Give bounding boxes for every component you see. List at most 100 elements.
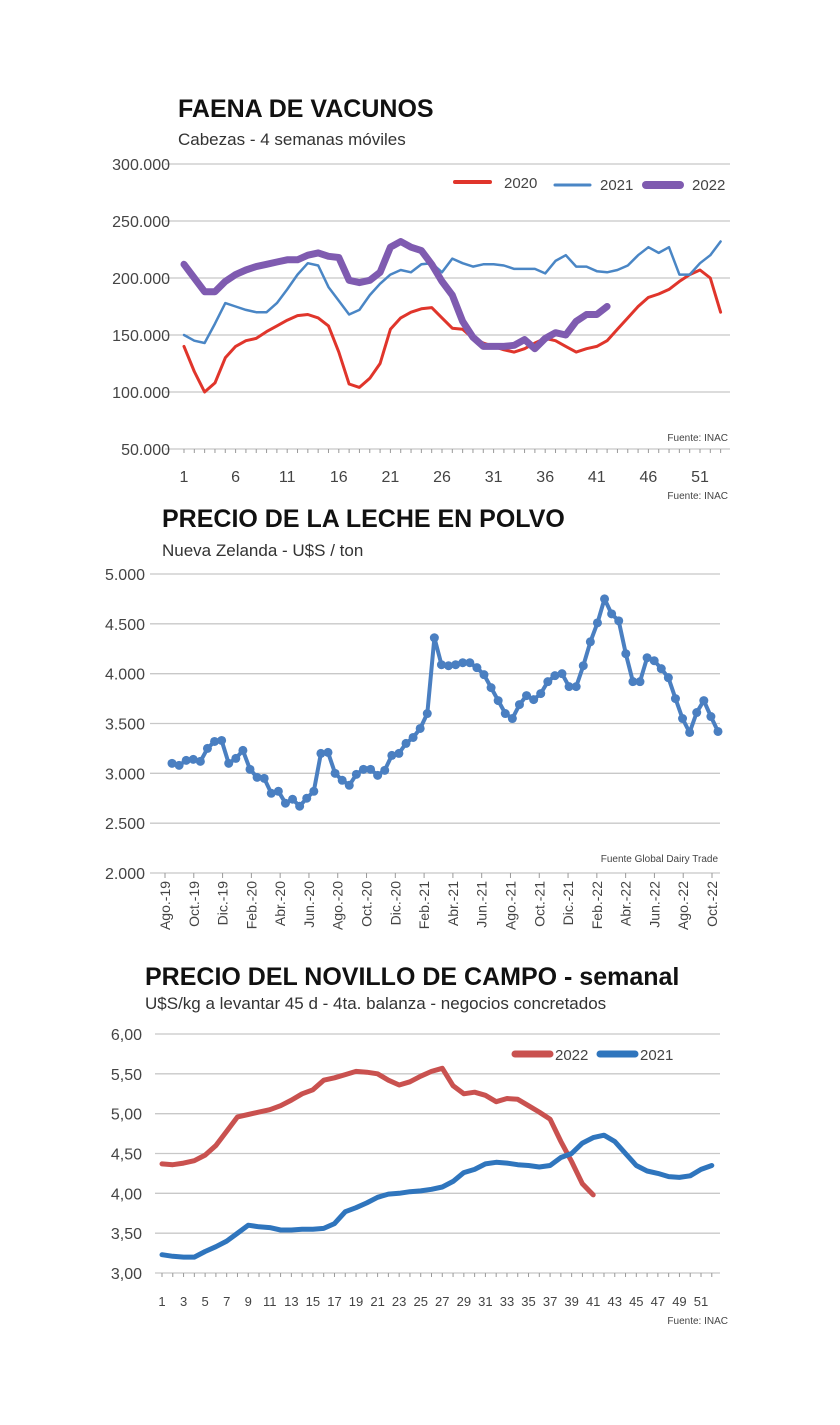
x-tick-label: 27 (435, 1294, 449, 1309)
x-tick-label: 3 (180, 1294, 187, 1309)
series-line-2021 (159, 1132, 715, 1260)
x-tick-label: Ago.-22 (675, 881, 691, 930)
data-point (472, 663, 482, 673)
x-tick-label: 11 (279, 469, 296, 486)
x-tick-label: 17 (327, 1294, 341, 1309)
x-tick-label: Jun.-22 (646, 881, 662, 928)
data-point (571, 682, 581, 692)
y-tick-label: 4.500 (105, 617, 145, 634)
y-tick-label: 5,50 (111, 1067, 142, 1084)
source-note: Fuente: INAC (667, 1316, 728, 1327)
x-tick-label: 5 (202, 1294, 209, 1309)
data-point (337, 775, 347, 785)
x-tick-label: 33 (500, 1294, 514, 1309)
data-point (245, 764, 255, 774)
data-point (195, 756, 205, 766)
data-point (592, 618, 602, 628)
data-point (344, 780, 354, 790)
x-tick-label: Jun.-20 (301, 881, 317, 928)
x-tick-label: Abr.-21 (445, 881, 461, 926)
data-point (351, 769, 361, 779)
chart-faena: FAENA DE VACUNOS Cabezas - 4 semanas móv… (112, 95, 730, 502)
data-point (529, 695, 539, 705)
x-tick-label: Oct.-20 (359, 881, 375, 927)
x-tick-label: Ago.-19 (157, 881, 173, 930)
source-note: Fuente: INAC (667, 491, 728, 502)
series-line-2021 (182, 240, 722, 345)
y-tick-label: 100.000 (112, 385, 170, 402)
x-tick-label: 1 (180, 469, 189, 486)
data-point (614, 616, 624, 626)
y-tick-label: 3.000 (105, 766, 145, 783)
data-point (493, 696, 503, 706)
data-point (621, 649, 631, 659)
data-point (699, 696, 709, 706)
legend: 2022 2021 (511, 1047, 673, 1064)
x-tick-label: 41 (588, 469, 606, 486)
data-point (429, 633, 439, 643)
data-point (394, 748, 404, 758)
y-tick-label: 5.000 (105, 567, 145, 584)
x-tick-label: 21 (370, 1294, 384, 1309)
x-tick-label: 7 (223, 1294, 230, 1309)
x-tick-label: 31 (478, 1294, 492, 1309)
data-point (415, 723, 425, 733)
data-point (288, 794, 298, 804)
data-point (663, 673, 673, 683)
x-tick-label: Dic.-20 (387, 881, 403, 926)
data-point (578, 661, 588, 671)
y-tick-label: 3,00 (111, 1266, 142, 1283)
legend-label: 2021 (640, 1047, 673, 1064)
x-tick-label: 35 (521, 1294, 535, 1309)
data-point (188, 754, 198, 764)
data-point (692, 708, 702, 718)
y-tick-label: 4.000 (105, 667, 145, 684)
data-point (210, 736, 220, 746)
data-point (373, 770, 383, 780)
x-tick-label: Jun.-21 (474, 881, 490, 928)
data-point (252, 772, 262, 782)
chart-novillo: PRECIO DEL NOVILLO DE CAMPO - semanal U$… (111, 963, 728, 1327)
chart-title: FAENA DE VACUNOS (178, 95, 434, 123)
x-tick-label: Oct.-21 (531, 881, 547, 927)
x-tick-label: Oct.-19 (186, 881, 202, 927)
data-point (678, 714, 688, 724)
data-point (231, 753, 241, 763)
data-point (486, 683, 496, 693)
y-tick-label: 2.000 (105, 866, 145, 883)
data-point (514, 700, 524, 710)
x-tick-label: Abr.-22 (618, 881, 634, 926)
chart-subtitle: U$S/kg a levantar 45 d - 4ta. balanza - … (145, 994, 606, 1013)
x-tick-label: 46 (640, 469, 658, 486)
data-point (706, 712, 716, 722)
source-note: Fuente: INAC (667, 433, 728, 444)
x-tick-label: Oct.-22 (704, 881, 720, 927)
x-tick-label: 21 (382, 469, 400, 486)
chart-subtitle: Cabezas - 4 semanas móviles (178, 130, 406, 149)
x-tick-label: 39 (564, 1294, 578, 1309)
data-point (174, 760, 184, 770)
x-tick-label: 51 (694, 1294, 708, 1309)
x-tick-label: 37 (543, 1294, 557, 1309)
data-point (436, 660, 446, 670)
x-tick-label: Dic.-21 (560, 881, 576, 926)
y-tick-label: 5,00 (111, 1107, 142, 1124)
data-point (585, 637, 595, 647)
data-point (224, 758, 234, 768)
data-point (536, 689, 546, 699)
data-point (656, 664, 666, 674)
y-tick-label: 6,00 (111, 1027, 142, 1044)
data-point (642, 653, 652, 663)
y-tick-label: 2.500 (105, 816, 145, 833)
x-tick-label: 41 (586, 1294, 600, 1309)
y-tick-label: 3.500 (105, 717, 145, 734)
x-tick-label: Dic.-19 (215, 881, 231, 926)
data-point (167, 758, 177, 768)
data-point (309, 786, 319, 796)
x-tick-label: 47 (651, 1294, 665, 1309)
data-point (238, 745, 248, 755)
x-tick-label: Feb.-21 (416, 881, 432, 929)
data-point (564, 682, 574, 692)
data-point (543, 677, 553, 687)
